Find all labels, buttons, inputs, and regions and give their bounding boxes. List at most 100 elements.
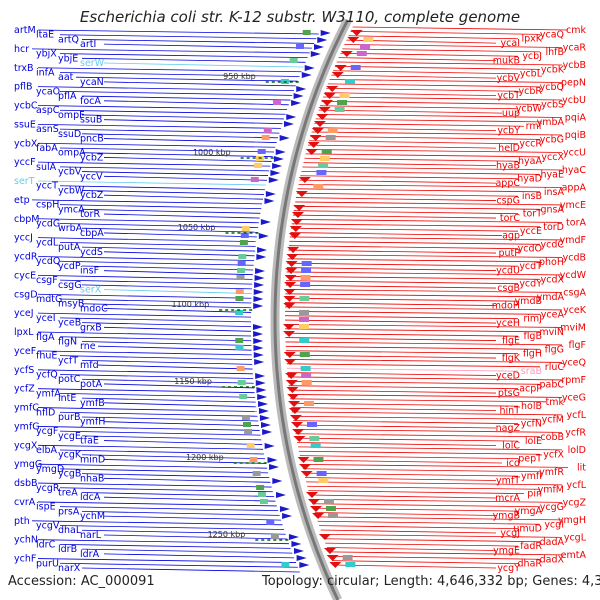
gene-connector	[75, 76, 298, 82]
gene-connector	[103, 138, 277, 143]
forward-gene-arrow	[282, 513, 293, 519]
gene-label-ymfG: ymfG	[14, 421, 40, 432]
gene-label-artM: artM	[14, 25, 36, 36]
gene-connector	[103, 496, 276, 502]
gene-label-lolE: lolE	[525, 436, 542, 447]
feature-block	[301, 261, 312, 266]
gene-label-ycgZ: ycgZ	[563, 497, 587, 508]
feature-block	[239, 240, 248, 245]
gene-label-pepT: pepT	[518, 454, 542, 465]
gene-label-ptsG: ptsG	[498, 388, 520, 399]
reverse-gene-arrow	[295, 191, 308, 197]
forward-gene-arrow	[259, 415, 270, 421]
gene-connector	[37, 463, 268, 469]
gene-connector	[103, 289, 252, 294]
gene-label-narX: narX	[58, 563, 81, 574]
reverse-gene-arrow	[283, 352, 296, 358]
gene-label-emtA: emtA	[561, 550, 587, 561]
forward-gene-arrow	[256, 387, 267, 393]
gene-connector	[288, 380, 541, 385]
gene-connector	[310, 135, 541, 140]
gene-label-ybjX: ybjX	[36, 49, 57, 60]
gene-connector	[315, 118, 541, 123]
gene-connector	[81, 152, 273, 158]
forward-gene-arrow	[264, 443, 275, 449]
gene-connector	[307, 144, 497, 149]
gene-label-hyaD: hyaD	[517, 174, 542, 185]
gene-label-ycbQ: ycbQ	[540, 82, 564, 93]
feature-block	[242, 422, 251, 427]
gene-connector	[331, 74, 497, 79]
gene-label-ycfR: ycfR	[565, 427, 586, 438]
gene-connector	[103, 326, 252, 332]
gene-label-mcrA: mcrA	[495, 493, 520, 504]
feature-block	[236, 275, 245, 280]
gene-connector	[81, 303, 252, 309]
gene-label-insA: insA	[544, 187, 565, 198]
gene-label-torC: torC	[500, 213, 520, 224]
gene-label-infA: infA	[36, 67, 55, 78]
reverse-gene-arrow	[283, 289, 296, 295]
gene-label-ycfN: ycfN	[521, 419, 542, 430]
gene-label-yceJ: yceJ	[14, 308, 34, 319]
reverse-gene-arrow	[323, 93, 336, 99]
gene-connector	[103, 232, 257, 238]
forward-gene-lines	[31, 29, 319, 573]
gene-connector	[37, 312, 252, 318]
gene-label-ymfI: ymfI	[521, 471, 542, 482]
gene-connector	[81, 492, 275, 497]
gene-label-ymcE: ymcE	[560, 200, 586, 211]
gene-connector	[327, 83, 541, 88]
gene-label-rpmF: rpmF	[561, 375, 586, 386]
feature-block	[306, 422, 317, 427]
gene-connector	[307, 485, 541, 490]
gene-connector	[286, 359, 563, 363]
gene-connector	[59, 241, 256, 247]
reverse-gene-arrow	[300, 471, 313, 477]
gene-label-ycdU: ycdU	[496, 266, 520, 277]
reverse-gene-arrow	[288, 408, 301, 414]
gene-connector	[285, 319, 497, 324]
gene-connector	[286, 280, 519, 285]
forward-gene-arrow	[296, 555, 307, 561]
gene-label-yccE: yccE	[520, 226, 542, 237]
forward-gene-arrow	[253, 338, 264, 344]
gene-label-lpxL: lpxL	[14, 327, 34, 338]
gene-connector	[291, 407, 497, 411]
gene-connector	[284, 315, 519, 320]
gene-label-rmf: rmf	[526, 121, 543, 132]
reverse-gene-arrow	[312, 513, 325, 519]
gene-label-ycgB: ycgB	[58, 469, 81, 480]
gene-label-ycfQ: ycfQ	[36, 370, 58, 381]
gene-label-cmk: cmk	[566, 25, 586, 36]
gene-connector	[319, 525, 519, 530]
gene-connector	[59, 355, 252, 361]
gene-label-ycaR: ycaR	[563, 42, 587, 53]
gene-connector	[59, 506, 279, 512]
gene-connector	[294, 429, 563, 433]
gene-connector	[342, 48, 541, 53]
gene-label-ycgR: ycgR	[36, 483, 60, 494]
gene-label-ycbX: ycbX	[14, 138, 38, 149]
gene-label-lit: lit	[577, 462, 586, 473]
feature-block	[321, 149, 332, 154]
gene-connector	[344, 44, 563, 48]
gene-connector	[81, 454, 266, 460]
gene-label-pqiB: pqiB	[565, 130, 586, 141]
gene-label-hyaA: hyaA	[518, 156, 542, 167]
gene-label-flgH: flgH	[523, 349, 542, 360]
gene-label-yceA: yceA	[541, 309, 565, 320]
gene-connector	[323, 538, 541, 543]
gene-connector	[103, 100, 289, 106]
feature-block	[301, 380, 312, 385]
gene-label-ymgD: ymgD	[36, 464, 64, 475]
gene-label-serT: serT	[14, 176, 35, 187]
gene-label-pepN: pepN	[561, 77, 586, 88]
gene-connector	[103, 43, 312, 49]
reverse-gene-arrow	[283, 331, 296, 337]
gene-connector	[103, 308, 252, 313]
gene-connector	[37, 388, 255, 394]
gene-connector	[325, 542, 519, 547]
forward-gene-arrow	[258, 408, 269, 414]
gene-connector	[285, 332, 519, 337]
